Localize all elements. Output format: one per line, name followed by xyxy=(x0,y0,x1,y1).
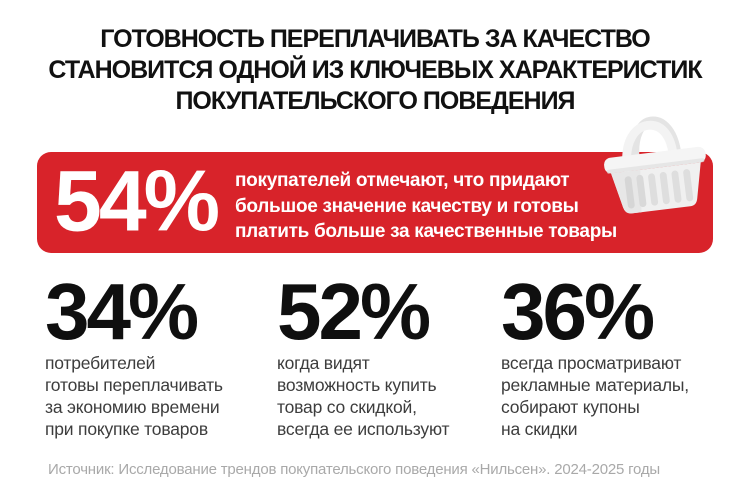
stat-description-line: когда видят xyxy=(277,353,370,373)
stat-description-line: всегда просматривают xyxy=(501,353,682,373)
stat-description-line: товар со скидкой, xyxy=(277,397,417,417)
banner-description: покупателей отмечают, что придают большо… xyxy=(235,168,617,245)
stat-description-line: собирают купоны xyxy=(501,397,640,417)
stat-description-line: всегда ее используют xyxy=(277,419,450,439)
title-line: ПОКУПАТЕЛЬСКОГО ПОВЕДЕНИЯ xyxy=(175,87,575,115)
stat-percent-value: 36% xyxy=(501,267,655,356)
banner-description-line: большое значение качеству и готовы xyxy=(235,195,579,217)
page-title: ГОТОВНОСТЬ ПЕРЕПЛАЧИВАТЬ ЗА КАЧЕСТВО СТА… xyxy=(0,24,750,117)
stat-percent-value: 34% xyxy=(45,267,199,356)
source-note: Источник: Исследование трендов покупател… xyxy=(48,461,661,478)
stat-description: всегда просматривают рекламные материалы… xyxy=(501,352,689,440)
stat-description-line: за экономию времени xyxy=(45,397,220,417)
banner-description-line: платить больше за качественные товары xyxy=(235,221,617,242)
stat-percent-value: 52% xyxy=(277,267,431,356)
stat-time-saving: 34% потребителей готовы переплачивать за… xyxy=(45,267,223,440)
stat-description-line: возможность купить xyxy=(277,375,437,395)
stat-description: когда видят возможность купить товар со … xyxy=(277,352,450,440)
stat-coupons: 36% всегда просматривают рекламные матер… xyxy=(501,267,689,440)
stat-description-line: на скидки xyxy=(501,419,578,439)
stat-description-line: готовы переплачивать xyxy=(45,375,223,395)
banner-percent-value: 54% xyxy=(54,152,220,249)
highlight-banner: 54% покупателей отмечают, что придают бо… xyxy=(37,152,713,253)
banner-description-line: покупателей отмечают, что придают xyxy=(235,170,570,191)
stat-description-line: потребителей xyxy=(45,353,156,373)
title-line: СТАНОВИТСЯ ОДНОЙ ИЗ КЛЮЧЕВЫХ ХАРАКТЕРИСТ… xyxy=(48,56,702,84)
stat-description-line: рекламные материалы, xyxy=(501,375,689,395)
stat-description-line: при покупке товаров xyxy=(45,419,208,439)
stat-discount-use: 52% когда видят возможность купить товар… xyxy=(277,267,450,440)
title-line: ГОТОВНОСТЬ ПЕРЕПЛАЧИВАТЬ ЗА КАЧЕСТВО xyxy=(100,25,650,53)
stat-description: потребителей готовы переплачивать за эко… xyxy=(45,352,223,440)
shopping-basket-icon xyxy=(604,116,706,214)
